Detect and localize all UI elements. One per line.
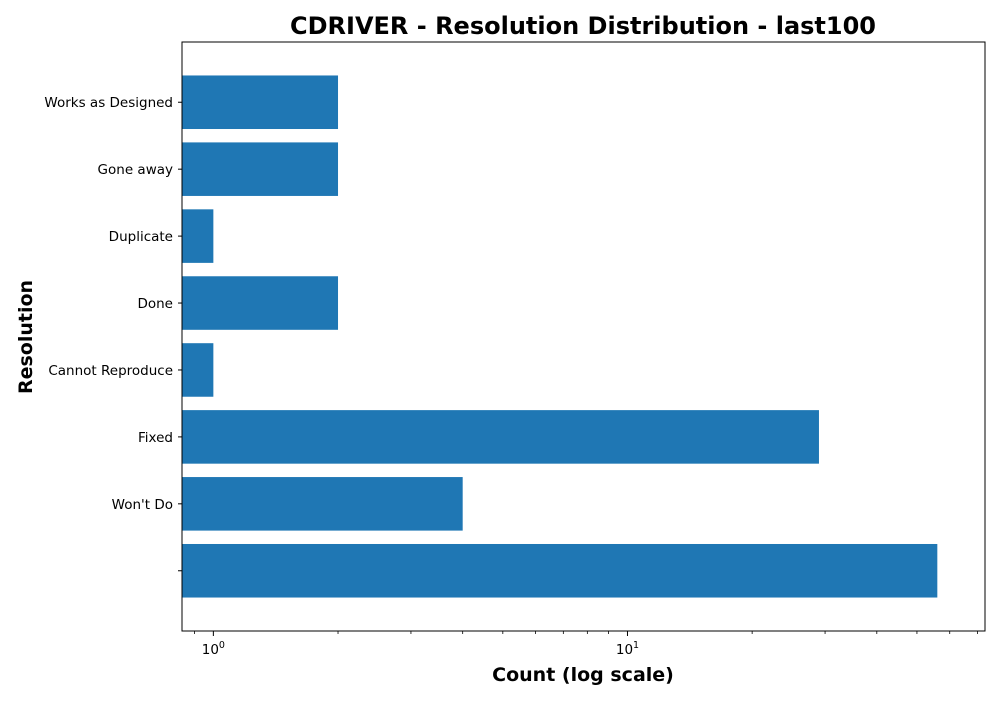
y-axis-label: Resolution	[15, 280, 37, 394]
bar-gone-away	[182, 142, 339, 196]
bar-duplicate	[182, 209, 214, 263]
chart-title: CDRIVER - Resolution Distribution - last…	[290, 12, 876, 40]
x-tick-label: 100	[202, 640, 225, 658]
bar-cannot-reproduce	[182, 343, 214, 397]
bar-fixed	[182, 410, 819, 464]
bar-works-as-designed	[182, 75, 339, 130]
y-tick-label: Done	[137, 296, 173, 312]
y-tick-label: Gone away	[98, 162, 173, 178]
bar-won-t-do	[182, 477, 463, 531]
y-tick-label: Fixed	[138, 430, 173, 446]
y-tick-label: Won't Do	[112, 497, 173, 513]
y-tick-label: Works as Designed	[44, 95, 173, 111]
bars-layer	[182, 75, 938, 598]
ticks-layer: Works as Designed Gone away Duplicate Done C…	[44, 95, 978, 658]
bar-unlabeled	[182, 543, 938, 598]
y-tick-label: Cannot Reproduce	[48, 363, 173, 379]
y-tick-label: Duplicate	[109, 229, 173, 245]
plot-frame	[181, 41, 986, 632]
bar-done	[182, 276, 339, 330]
x-tick-label: 101	[616, 640, 639, 658]
x-axis-label: Count (log scale)	[492, 664, 674, 686]
